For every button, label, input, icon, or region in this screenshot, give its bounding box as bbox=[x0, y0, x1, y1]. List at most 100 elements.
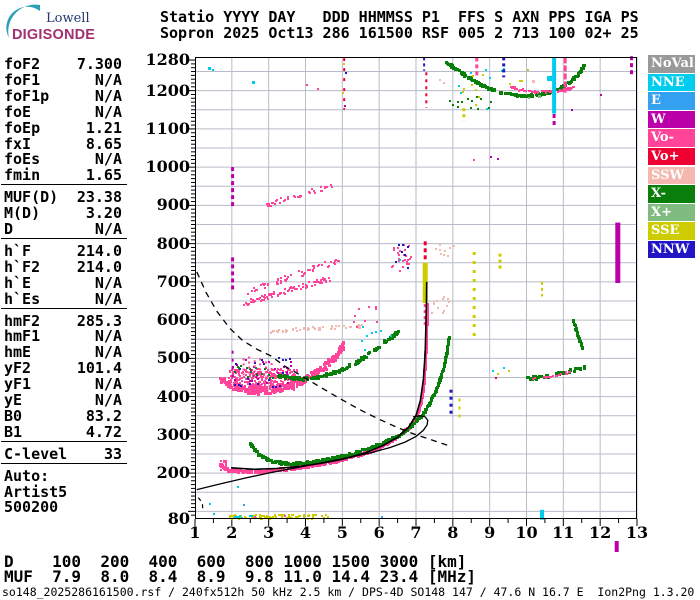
param-value: 1.21 bbox=[85, 118, 122, 137]
x-tick-label-1: 1 bbox=[189, 523, 201, 542]
series-mid-noise-pink bbox=[353, 306, 378, 328]
param-row-yf2: yF2 101.4 bbox=[4, 360, 124, 376]
noise-dot bbox=[212, 69, 214, 71]
series-right-green-arc-small bbox=[572, 319, 584, 350]
vbar-vo_minus bbox=[475, 57, 479, 76]
param-value: N/A bbox=[94, 343, 122, 362]
series-topright-noise-green bbox=[449, 96, 492, 110]
param-value: N/A bbox=[94, 289, 122, 308]
param-value: N/A bbox=[94, 150, 122, 169]
noise-dot bbox=[547, 76, 552, 81]
vbar-vo_minus bbox=[563, 57, 567, 93]
param-label: h`E bbox=[4, 273, 32, 292]
series-topright-noise-yellow bbox=[462, 69, 529, 106]
param-row-ye: yE N/A bbox=[4, 392, 124, 408]
series-bottom-noise-yellow bbox=[229, 514, 329, 520]
noise-dot bbox=[317, 88, 319, 90]
y-tick-label-400: 400 bbox=[156, 386, 190, 406]
vbar-vo_minus bbox=[270, 363, 273, 375]
noise-dot bbox=[471, 84, 473, 86]
param-label: foEp bbox=[4, 118, 41, 137]
param-row-auto: Auto: bbox=[4, 468, 124, 484]
y-tick-label-1100: 1100 bbox=[145, 118, 190, 138]
below-axis-mark bbox=[614, 541, 619, 552]
param-row-fof1p: foF1p N/A bbox=[4, 88, 124, 104]
noise-dot bbox=[473, 159, 475, 161]
x-tick-label-5: 5 bbox=[336, 523, 348, 542]
param-label: foE bbox=[4, 102, 32, 121]
series-x-trace-f2 bbox=[249, 336, 451, 466]
echo-type-legend: NoVal NNE E W Vo- Vo+ SSW X- X+ SSE NNW bbox=[648, 55, 695, 260]
noise-dot bbox=[381, 516, 383, 518]
panel-divider bbox=[1, 237, 127, 239]
param-row-hf: h`F 214.0 bbox=[4, 243, 124, 259]
series-spread-f-cloud-nnw bbox=[234, 357, 291, 388]
noise-dot bbox=[497, 373, 499, 375]
y-tick-label-80: 80 bbox=[167, 509, 190, 528]
header-values-row: Sopron 2025 Oct13 286 161500 RSF 005 2 7… bbox=[160, 24, 639, 42]
param-value: 214.0 bbox=[76, 241, 122, 260]
panel-divider bbox=[1, 184, 127, 186]
vbar-w bbox=[630, 56, 633, 75]
param-label: yF1 bbox=[4, 375, 32, 394]
vbar-sse bbox=[472, 252, 476, 336]
legend-item-sse: SSE bbox=[648, 222, 695, 240]
param-value: N/A bbox=[94, 327, 122, 346]
y-tick-label-300: 300 bbox=[156, 424, 190, 444]
noise-dot bbox=[443, 82, 445, 84]
vbar-vo_minus bbox=[248, 356, 251, 374]
param-row-he: h`E N/A bbox=[4, 275, 124, 291]
panel-divider bbox=[1, 462, 127, 464]
x-tick-label-3: 3 bbox=[263, 523, 275, 542]
noise-dot bbox=[345, 72, 347, 74]
legend-item-nnw: NNW bbox=[648, 240, 695, 259]
param-value: 1.65 bbox=[85, 166, 122, 185]
x-tick-label-4: 4 bbox=[299, 523, 312, 542]
lowell-digisonde-logo: Lowell DIGISONDE bbox=[6, 3, 126, 49]
vbar-w bbox=[552, 114, 556, 125]
param-label: Auto: bbox=[4, 466, 50, 485]
legend-item-noval: NoVal bbox=[648, 55, 695, 73]
param-label: B0 bbox=[4, 406, 23, 425]
curve-muf-curve-tail bbox=[197, 497, 204, 510]
noise-dot bbox=[528, 97, 530, 99]
curve-muf-curve bbox=[196, 271, 448, 446]
vbar-sse bbox=[541, 281, 543, 297]
x-tick-label-13: 13 bbox=[625, 523, 649, 542]
noise-dot bbox=[508, 370, 510, 372]
legend-item-vo: Vo- bbox=[648, 129, 695, 147]
param-label: B1 bbox=[4, 422, 23, 441]
series-topright-noise-cyan bbox=[458, 68, 505, 110]
noise-dot bbox=[343, 63, 345, 65]
series-pink-streak-topright bbox=[510, 86, 575, 94]
noise-dot bbox=[490, 156, 492, 158]
param-label: foF1 bbox=[4, 70, 41, 89]
param-label: fxI bbox=[4, 134, 32, 153]
vbar-vo_minus bbox=[242, 358, 245, 376]
legend-item-nne: NNE bbox=[648, 73, 695, 92]
param-label: D bbox=[4, 220, 14, 238]
param-value: N/A bbox=[94, 375, 122, 394]
param-row-hmf1: hmF1 N/A bbox=[4, 328, 124, 344]
series-ssw-cluster-right bbox=[431, 296, 450, 314]
vbar-nnw bbox=[449, 389, 453, 414]
ionogram-plot bbox=[188, 56, 638, 552]
noise-dot bbox=[237, 486, 239, 488]
x-tick-label-10: 10 bbox=[515, 523, 538, 542]
vbar-vo_minus bbox=[259, 358, 262, 376]
series-ssw-cluster-right2 bbox=[435, 244, 455, 257]
series-o-trace-4hop bbox=[266, 184, 333, 207]
noise-dot bbox=[503, 367, 505, 369]
param-label: h`F bbox=[4, 241, 32, 260]
param-value: N/A bbox=[94, 86, 122, 105]
x-tick-label-2: 2 bbox=[226, 523, 238, 542]
y-tick-label-900: 900 bbox=[156, 195, 190, 215]
param-row-500200: 500200 bbox=[4, 499, 124, 515]
param-value: N/A bbox=[94, 70, 122, 89]
param-row-mufd: MUF(D) 23.38 bbox=[4, 189, 124, 205]
noise-dot bbox=[208, 67, 211, 70]
param-row-b0: B0 83.2 bbox=[4, 408, 124, 424]
param-value: 8.65 bbox=[85, 134, 122, 153]
noise-dot bbox=[497, 158, 499, 160]
param-value: 33 bbox=[103, 444, 122, 463]
